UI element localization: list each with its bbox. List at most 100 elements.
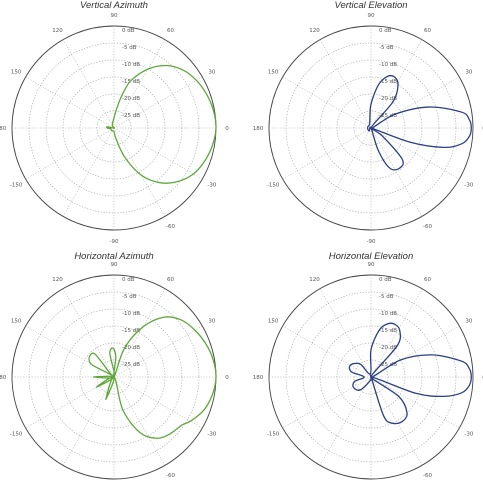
angle-tick-label: 180 xyxy=(0,375,7,381)
angle-tick-label: 90 xyxy=(111,13,118,19)
grid-spoke xyxy=(370,127,460,180)
angle-tick-label: -30 xyxy=(207,432,216,438)
angle-tick-label: 150 xyxy=(11,70,22,76)
angle-tick-label: -150 xyxy=(267,183,280,189)
grid-spoke xyxy=(282,127,372,180)
chart-title: Vertical Azimuth xyxy=(80,0,148,11)
angle-tick-label: 120 xyxy=(52,28,63,34)
grid-spoke xyxy=(113,127,166,217)
angle-tick-label: 30 xyxy=(465,319,472,325)
angle-tick-label: 150 xyxy=(268,70,279,76)
grid-spoke xyxy=(319,127,372,217)
angle-tick-label: 0 xyxy=(225,126,229,132)
angle-tick-label: -90 xyxy=(110,239,119,245)
angle-tick-label: 180 xyxy=(0,126,7,132)
angle-tick-label: 60 xyxy=(167,277,174,283)
grid-spoke xyxy=(62,39,115,129)
angle-tick-label: -60 xyxy=(166,224,175,230)
polar-chart-3: Horizontal Azimuth9060300-30-60-90-15018… xyxy=(0,251,229,480)
grid-spoke xyxy=(113,288,166,378)
radial-tick-label: -5 dB xyxy=(379,45,394,51)
angle-tick-label: 0 xyxy=(225,375,229,381)
grid-spoke xyxy=(370,39,423,129)
grid-spoke xyxy=(113,376,203,429)
radial-tick-label: 0 dB xyxy=(379,277,392,283)
radial-tick-label: 0 dB xyxy=(122,28,135,34)
polar-chart-1: Vertical Azimuth 90 60 30 0 -30 -60 -90 -150 180 1… xyxy=(0,0,229,245)
angle-tick-label: 180 xyxy=(253,126,264,132)
angle-tick-label: 120 xyxy=(52,277,63,283)
angle-tick-label: 90 xyxy=(368,262,375,268)
angle-tick-label: 120 xyxy=(309,28,320,34)
angle-tick-label: -150 xyxy=(267,432,280,438)
radial-tick-label: -15 dB xyxy=(379,79,397,85)
chart-title: Horizontal Azimuth xyxy=(74,251,153,262)
radial-tick-label: -15 dB xyxy=(122,79,140,85)
angle-tick-label: 90 xyxy=(368,13,375,19)
angle-tick-label: -30 xyxy=(464,432,473,438)
angle-tick-label: 150 xyxy=(11,319,22,325)
grid-spoke xyxy=(370,376,460,429)
pattern-series-1 xyxy=(88,316,217,439)
grid-spoke xyxy=(319,39,372,129)
radial-tick-label: -5 dB xyxy=(122,294,137,300)
grid-spoke xyxy=(113,76,203,129)
radial-tick-label: -5 dB xyxy=(122,45,137,51)
grid-spoke xyxy=(319,288,372,378)
radial-tick-label: -20 dB xyxy=(122,96,140,102)
grid-spoke xyxy=(62,127,115,217)
polar-chart-4: Horizontal Elevation9060300-30-60-90-150… xyxy=(253,251,483,480)
angle-tick-label: 60 xyxy=(424,277,431,283)
grid-spoke xyxy=(113,376,166,466)
grid-spoke xyxy=(25,76,115,129)
radial-tick-label: -15 dB xyxy=(122,328,140,334)
grid-spoke xyxy=(319,376,372,466)
grid-spoke xyxy=(370,376,423,466)
radial-tick-label: -20 dB xyxy=(379,96,397,102)
radial-tick-label: -5 dB xyxy=(379,294,394,300)
angle-tick-label: 30 xyxy=(208,319,215,325)
pattern-series-1 xyxy=(366,74,472,171)
grid-spoke xyxy=(62,376,115,466)
angle-tick-label: -150 xyxy=(10,183,23,189)
angle-tick-label: 60 xyxy=(167,28,174,34)
grid-spoke xyxy=(282,76,372,129)
grid-spoke xyxy=(370,288,423,378)
polar-chart-2: Vertical Elevation9060300-30-60-90-15018… xyxy=(253,0,483,245)
angle-tick-label: -90 xyxy=(367,239,376,245)
angle-tick-label: -150 xyxy=(10,432,23,438)
angle-tick-label: 180 xyxy=(253,375,264,381)
radial-tick-label: -25 dB xyxy=(379,362,397,368)
grid-spoke xyxy=(25,127,115,180)
pattern-series-1 xyxy=(105,64,217,184)
angle-tick-label: 30 xyxy=(465,70,472,76)
radial-tick-label: -20 dB xyxy=(122,345,140,351)
grid-spoke xyxy=(282,376,372,429)
radial-tick-label: -20 dB xyxy=(379,345,397,351)
radial-tick-label: -10 dB xyxy=(379,311,397,317)
angle-tick-label: -30 xyxy=(464,183,473,189)
grid-spoke xyxy=(62,288,115,378)
angle-tick-label: 150 xyxy=(268,319,279,325)
radial-tick-label: -15 dB xyxy=(379,328,397,334)
radial-tick-label: 0 dB xyxy=(122,277,135,283)
grid-spoke xyxy=(113,127,203,180)
radial-tick-label: -10 dB xyxy=(379,62,397,68)
angle-tick-label: 120 xyxy=(309,277,320,283)
pattern-series-1 xyxy=(348,322,472,425)
angle-tick-label: 90 xyxy=(111,262,118,268)
grid-spoke xyxy=(113,325,203,378)
radial-tick-label: -25 dB xyxy=(122,113,140,119)
angle-tick-label: 30 xyxy=(208,70,215,76)
grid-spoke xyxy=(282,325,372,378)
chart-title: Vertical Elevation xyxy=(334,0,407,11)
radial-tick-label: -10 dB xyxy=(122,311,140,317)
angle-tick-label: 60 xyxy=(424,28,431,34)
angle-tick-label: -30 xyxy=(207,183,216,189)
angle-tick-label: -60 xyxy=(166,473,175,479)
angle-tick-label: -60 xyxy=(423,224,432,230)
radial-tick-label: -10 dB xyxy=(122,62,140,68)
chart-title: Horizontal Elevation xyxy=(329,251,414,262)
grid-spoke xyxy=(113,39,166,129)
radial-tick-label: -25 dB xyxy=(122,362,140,368)
